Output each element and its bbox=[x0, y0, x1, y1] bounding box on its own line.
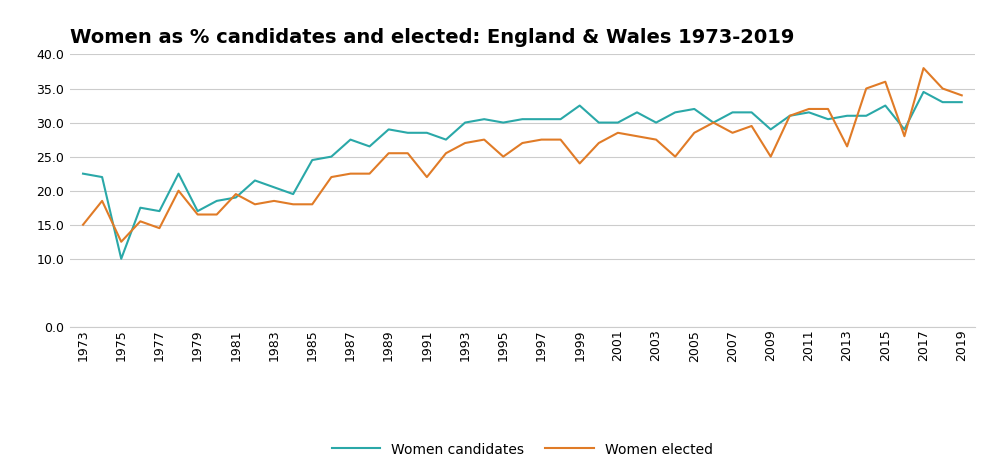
Women candidates bbox=[955, 99, 967, 105]
Text: Women as % candidates and elected: England & Wales 1973-2019: Women as % candidates and elected: Engla… bbox=[70, 28, 793, 47]
Women candidates bbox=[745, 109, 756, 115]
Women candidates bbox=[516, 116, 528, 122]
Women elected bbox=[363, 171, 375, 176]
Women candidates bbox=[535, 116, 547, 122]
Women candidates bbox=[134, 205, 146, 210]
Women candidates bbox=[611, 120, 623, 125]
Women candidates bbox=[935, 99, 947, 105]
Women elected bbox=[77, 222, 88, 227]
Women candidates bbox=[77, 171, 88, 176]
Women elected bbox=[439, 150, 451, 156]
Women elected bbox=[248, 202, 260, 207]
Women elected bbox=[879, 79, 891, 84]
Women elected bbox=[840, 143, 852, 149]
Women candidates bbox=[630, 109, 642, 115]
Women elected bbox=[344, 171, 356, 176]
Women elected bbox=[516, 140, 528, 146]
Women candidates bbox=[840, 113, 852, 118]
Women elected bbox=[688, 130, 700, 135]
Women candidates bbox=[592, 120, 604, 125]
Women elected bbox=[383, 150, 395, 156]
Women candidates bbox=[649, 120, 661, 125]
Women candidates bbox=[420, 130, 432, 135]
Women candidates bbox=[402, 130, 414, 135]
Women elected bbox=[211, 212, 223, 217]
Women elected bbox=[916, 65, 928, 71]
Women elected bbox=[726, 130, 738, 135]
Women candidates bbox=[458, 120, 470, 125]
Women candidates bbox=[267, 184, 279, 190]
Women candidates bbox=[172, 171, 184, 176]
Women elected bbox=[630, 133, 642, 139]
Women candidates bbox=[860, 113, 872, 118]
Women candidates bbox=[211, 198, 223, 203]
Women elected bbox=[458, 140, 470, 146]
Women elected bbox=[783, 113, 795, 118]
Women candidates bbox=[554, 116, 566, 122]
Women elected bbox=[230, 191, 242, 197]
Women elected bbox=[192, 212, 204, 217]
Women elected bbox=[306, 202, 318, 207]
Women elected bbox=[707, 120, 719, 125]
Women candidates bbox=[821, 116, 833, 122]
Women elected bbox=[267, 198, 279, 203]
Women elected bbox=[96, 198, 108, 203]
Women candidates bbox=[363, 143, 375, 149]
Women elected bbox=[649, 137, 661, 143]
Women candidates bbox=[497, 120, 509, 125]
Women elected bbox=[325, 174, 337, 180]
Women elected bbox=[554, 137, 566, 143]
Women elected bbox=[402, 150, 414, 156]
Women candidates bbox=[192, 208, 204, 214]
Women candidates bbox=[439, 137, 451, 143]
Women candidates bbox=[383, 127, 395, 132]
Women elected bbox=[821, 106, 833, 112]
Women elected bbox=[497, 154, 509, 159]
Women candidates bbox=[574, 103, 585, 108]
Women candidates bbox=[230, 195, 242, 200]
Women elected bbox=[764, 154, 776, 159]
Women elected bbox=[115, 239, 127, 244]
Line: Women elected: Women elected bbox=[83, 68, 961, 242]
Women candidates bbox=[325, 154, 337, 159]
Women elected bbox=[287, 202, 299, 207]
Women candidates bbox=[688, 106, 700, 112]
Women candidates bbox=[898, 127, 910, 132]
Women candidates bbox=[96, 174, 108, 180]
Women candidates bbox=[783, 113, 795, 118]
Women candidates bbox=[879, 103, 891, 108]
Women elected bbox=[898, 133, 910, 139]
Women candidates bbox=[287, 191, 299, 197]
Women elected bbox=[478, 137, 490, 143]
Women candidates bbox=[802, 109, 814, 115]
Women candidates bbox=[153, 208, 165, 214]
Legend: Women candidates, Women elected: Women candidates, Women elected bbox=[326, 437, 718, 454]
Women candidates bbox=[306, 157, 318, 163]
Women elected bbox=[134, 218, 146, 224]
Women candidates bbox=[478, 116, 490, 122]
Women elected bbox=[745, 123, 756, 129]
Women candidates bbox=[764, 127, 776, 132]
Line: Women candidates: Women candidates bbox=[83, 92, 961, 259]
Women elected bbox=[153, 225, 165, 231]
Women candidates bbox=[726, 109, 738, 115]
Women candidates bbox=[344, 137, 356, 143]
Women elected bbox=[669, 154, 681, 159]
Women elected bbox=[611, 130, 623, 135]
Women elected bbox=[592, 140, 604, 146]
Women candidates bbox=[248, 178, 260, 183]
Women elected bbox=[420, 174, 432, 180]
Women candidates bbox=[115, 256, 127, 262]
Women candidates bbox=[916, 89, 928, 94]
Women elected bbox=[535, 137, 547, 143]
Women elected bbox=[860, 86, 872, 91]
Women candidates bbox=[669, 109, 681, 115]
Women elected bbox=[935, 86, 947, 91]
Women elected bbox=[802, 106, 814, 112]
Women elected bbox=[574, 161, 585, 166]
Women elected bbox=[172, 188, 184, 193]
Women elected bbox=[955, 93, 967, 98]
Women candidates bbox=[707, 120, 719, 125]
